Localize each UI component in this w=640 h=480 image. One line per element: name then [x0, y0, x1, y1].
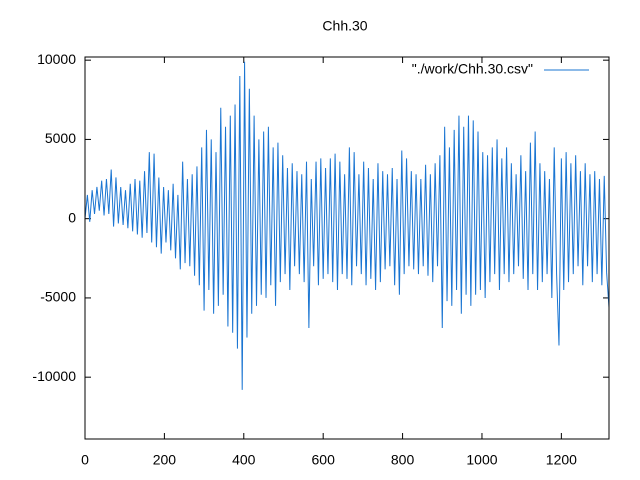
x-tick-label: 400: [232, 452, 256, 468]
legend-label: "./work/Chh.30.csv": [412, 61, 533, 77]
x-tick-label: 1200: [546, 452, 577, 468]
y-tick-label: 10000: [37, 51, 76, 67]
y-tick-label: 5000: [45, 130, 76, 146]
x-tick-label: 600: [312, 452, 336, 468]
y-tick-label: -5000: [40, 289, 76, 305]
x-tick-label: 200: [153, 452, 177, 468]
x-tick-label: 800: [391, 452, 415, 468]
series-line: [84, 61, 610, 390]
x-tick-label: 1000: [466, 452, 497, 468]
y-tick-label: -10000: [32, 368, 76, 384]
y-tick-label: 0: [68, 209, 76, 225]
chart-title: Chh.30: [322, 18, 367, 34]
plot-border: [84, 56, 610, 440]
x-tick-label: 0: [81, 452, 89, 468]
